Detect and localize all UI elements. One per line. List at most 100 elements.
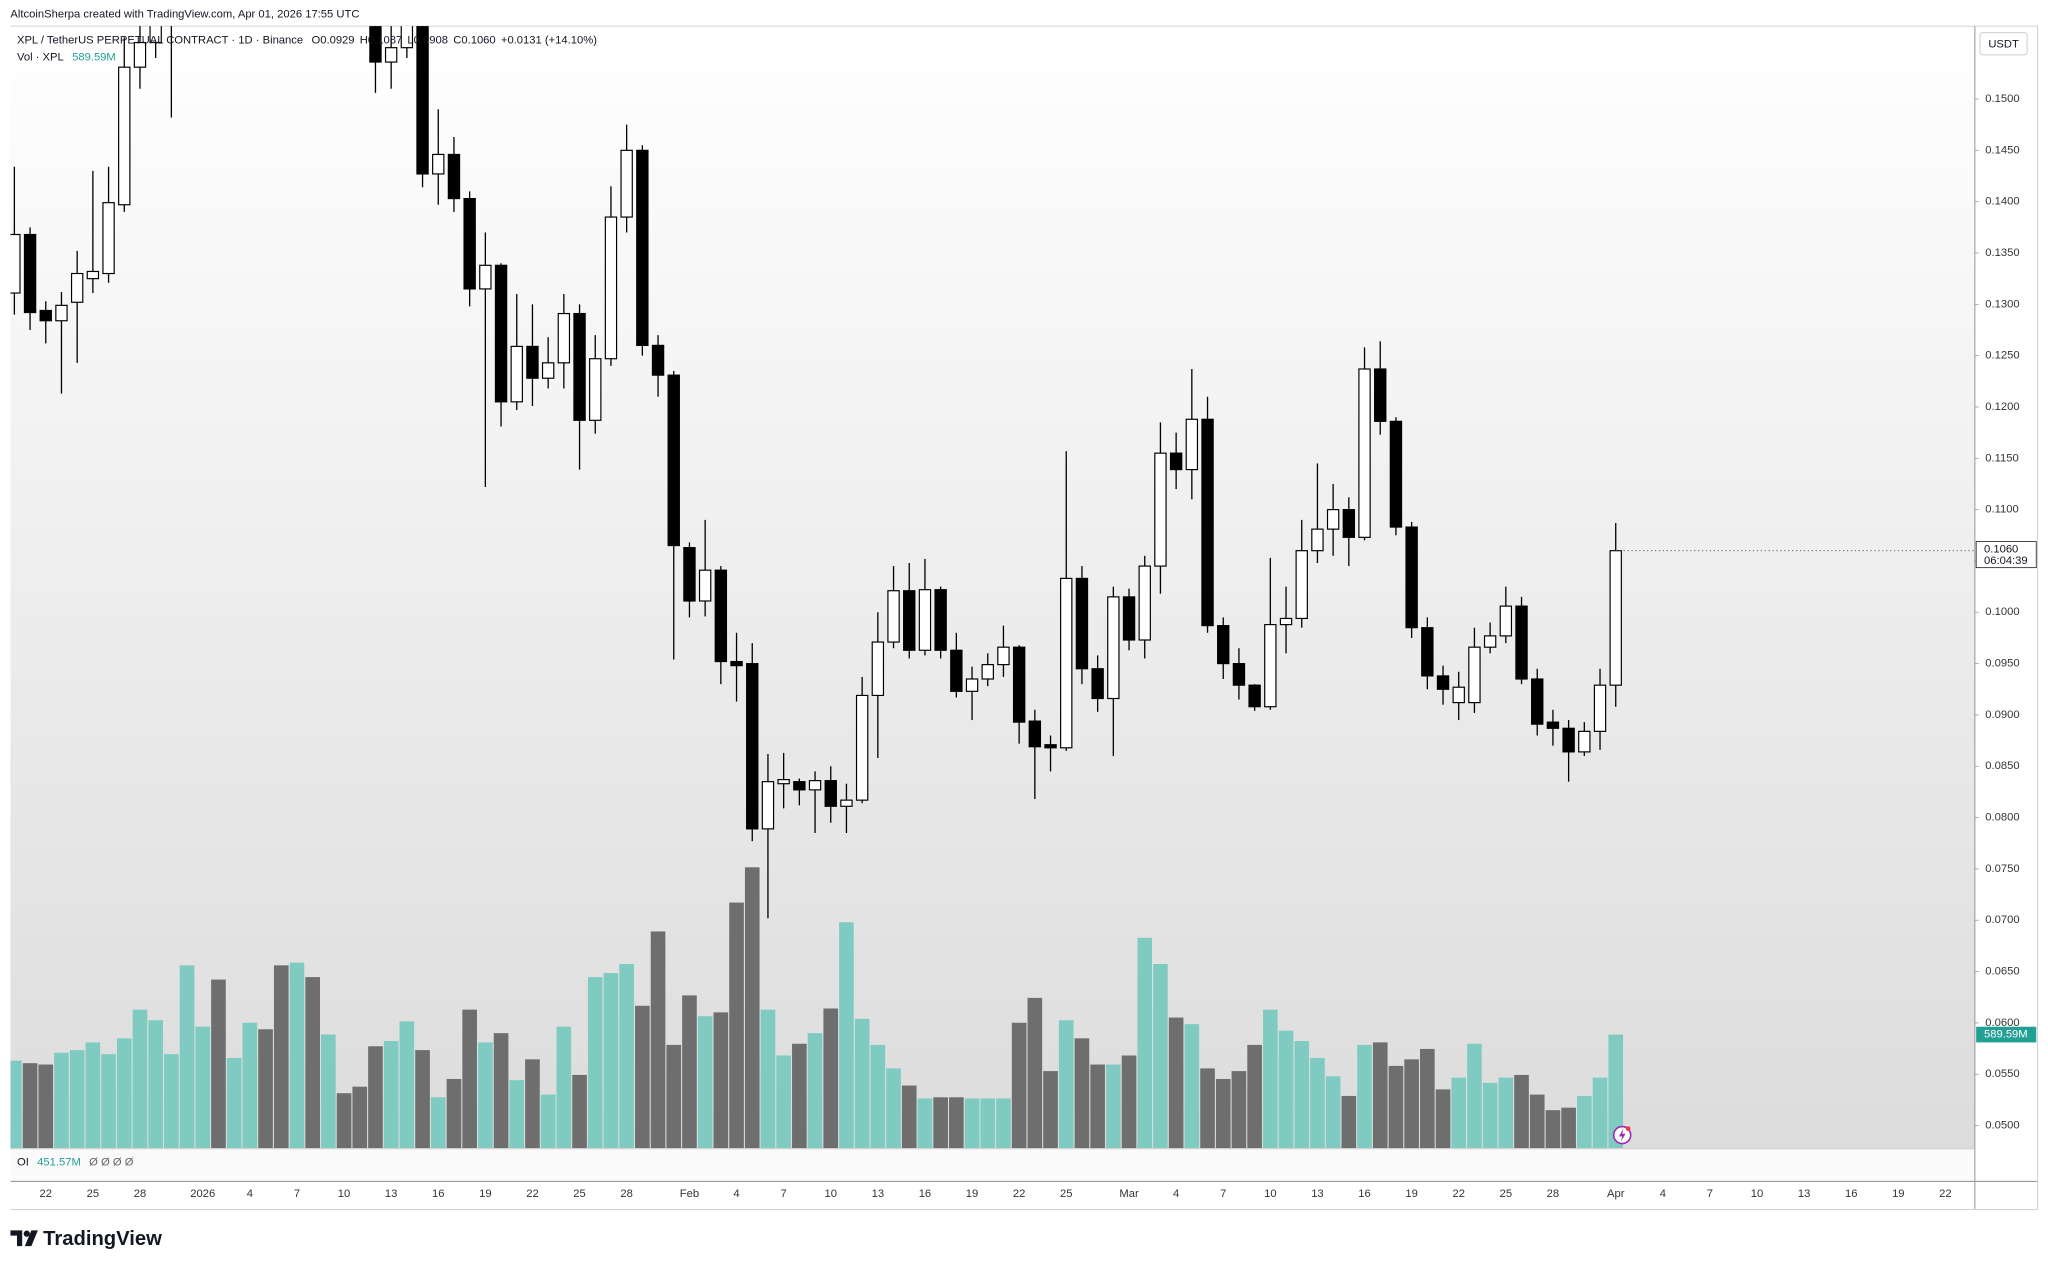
volume-bar bbox=[22, 1063, 38, 1149]
legend-value: 0.0929 bbox=[320, 34, 354, 46]
logo-part[interactable] bbox=[10, 1230, 23, 1247]
brand[interactable]: TradingView bbox=[43, 1228, 162, 1250]
volume-bar bbox=[996, 1098, 1011, 1149]
volume-bar bbox=[807, 1033, 823, 1149]
x-tick-label: 10 bbox=[338, 1188, 350, 1200]
y-tick-label: 0.0650 bbox=[1985, 966, 2019, 978]
volume-bar bbox=[980, 1098, 996, 1149]
volume-value: 589.59M bbox=[72, 51, 116, 63]
volume-bar bbox=[1372, 1042, 1388, 1149]
candle-body bbox=[479, 264, 492, 290]
x-tick-label: 4 bbox=[1173, 1188, 1179, 1200]
volume-bar bbox=[760, 1009, 776, 1149]
volume-bar bbox=[462, 1009, 477, 1149]
volume-bar bbox=[556, 1026, 572, 1149]
flash-icon[interactable] bbox=[1612, 1125, 1632, 1145]
x-tick-label: 16 bbox=[432, 1188, 444, 1200]
volume-bar bbox=[1482, 1082, 1498, 1149]
volume-bar bbox=[430, 1097, 446, 1149]
volume-bar bbox=[1058, 1020, 1074, 1149]
candle-body bbox=[1452, 686, 1465, 704]
oi-value: 451.57M bbox=[37, 1156, 81, 1168]
candle-body bbox=[400, 26, 414, 49]
x-tick-label: 10 bbox=[825, 1188, 837, 1200]
volume-bar bbox=[839, 922, 854, 1149]
x-tick-label: 22 bbox=[1452, 1188, 1464, 1200]
brand-logo[interactable] bbox=[10, 1230, 38, 1247]
oi-name: OI bbox=[17, 1156, 29, 1168]
last-price-label: 0.1060 bbox=[1984, 543, 2018, 555]
volume-bar bbox=[729, 902, 744, 1149]
volume-name: Vol · XPL bbox=[17, 51, 64, 63]
x-tick-label: 22 bbox=[1013, 1188, 1025, 1200]
candle-body bbox=[1279, 617, 1293, 626]
candle-body bbox=[1154, 452, 1167, 567]
candle-body bbox=[86, 270, 100, 280]
logo-part[interactable] bbox=[24, 1230, 38, 1247]
logo-part[interactable] bbox=[23, 1230, 30, 1237]
candle-body bbox=[494, 264, 508, 403]
flash-dot[interactable] bbox=[1625, 1126, 1631, 1131]
candle-body bbox=[589, 358, 602, 421]
volume-bar bbox=[509, 1080, 525, 1149]
axis-layer: 0.0500 0.0550 0.0600 0.0650 0.0700 0.0750 0.08… bbox=[40, 93, 2037, 1200]
flash-bolt[interactable] bbox=[1618, 1128, 1626, 1142]
candle-body bbox=[730, 660, 743, 667]
candle-layer bbox=[10, 26, 1975, 919]
x-tick-label: 7 bbox=[1220, 1188, 1226, 1200]
candle-body bbox=[510, 345, 523, 403]
volume-bar bbox=[949, 1097, 964, 1149]
volume-bar bbox=[85, 1042, 101, 1149]
volume-bar bbox=[1153, 963, 1168, 1149]
volume-bar bbox=[1514, 1074, 1529, 1149]
candle-body bbox=[1264, 624, 1277, 708]
volume-bar bbox=[525, 1059, 540, 1149]
candle-body bbox=[526, 345, 539, 379]
volume-bar bbox=[572, 1074, 587, 1149]
legend-key: L bbox=[407, 34, 413, 46]
volume-bar bbox=[258, 1029, 273, 1149]
legend-key: C bbox=[453, 34, 461, 46]
volume-bar bbox=[1435, 1089, 1451, 1149]
y-tick-label: 0.1300 bbox=[1985, 298, 2019, 310]
volume-bar bbox=[336, 1093, 352, 1149]
candle-body bbox=[1342, 509, 1356, 538]
candle-body bbox=[133, 41, 147, 68]
currency-box[interactable] bbox=[1979, 32, 2028, 56]
volume-bar bbox=[1592, 1077, 1608, 1149]
x-tick-label: 13 bbox=[1798, 1188, 1810, 1200]
x-tick-label: 28 bbox=[620, 1188, 632, 1200]
volume-bar bbox=[1137, 937, 1153, 1149]
candle-body bbox=[39, 309, 52, 322]
volume-bar bbox=[917, 1098, 933, 1149]
legend-value: 0.0908 bbox=[414, 34, 448, 46]
volume-bar bbox=[540, 1094, 556, 1149]
volume-bar bbox=[854, 1018, 870, 1149]
volume-bar bbox=[1341, 1095, 1357, 1149]
candle-body bbox=[855, 694, 869, 801]
x-tick-label: 10 bbox=[1751, 1188, 1763, 1200]
volume-bar bbox=[1231, 1071, 1247, 1149]
currency[interactable]: USDT bbox=[1988, 38, 2019, 50]
volume-bar bbox=[697, 1016, 713, 1149]
volume-legend: Vol · XPL 589.59M bbox=[17, 51, 116, 63]
candle-body bbox=[1578, 730, 1591, 753]
volume-bar bbox=[321, 1034, 336, 1149]
candle-body bbox=[447, 153, 461, 200]
candle-body bbox=[636, 149, 649, 346]
candle-body bbox=[887, 590, 900, 643]
symbol: XPL / TetherUS PERPETUAL CONTRACT · 1D ·… bbox=[17, 34, 303, 46]
volume-bar bbox=[1106, 1064, 1121, 1149]
volume-bar bbox=[1388, 1065, 1404, 1149]
candle-body bbox=[997, 646, 1010, 666]
volume-bar bbox=[211, 979, 226, 1149]
candle-body bbox=[761, 781, 775, 830]
volume-bar bbox=[195, 1026, 211, 1149]
y-tick-label: 0.0750 bbox=[1985, 863, 2019, 875]
candle-body bbox=[102, 202, 115, 275]
x-tick-label: 4 bbox=[1660, 1188, 1666, 1200]
candle-body bbox=[1217, 625, 1230, 665]
x-tick-label: 22 bbox=[526, 1188, 538, 1200]
y-tick-label: 0.1450 bbox=[1985, 144, 2019, 156]
